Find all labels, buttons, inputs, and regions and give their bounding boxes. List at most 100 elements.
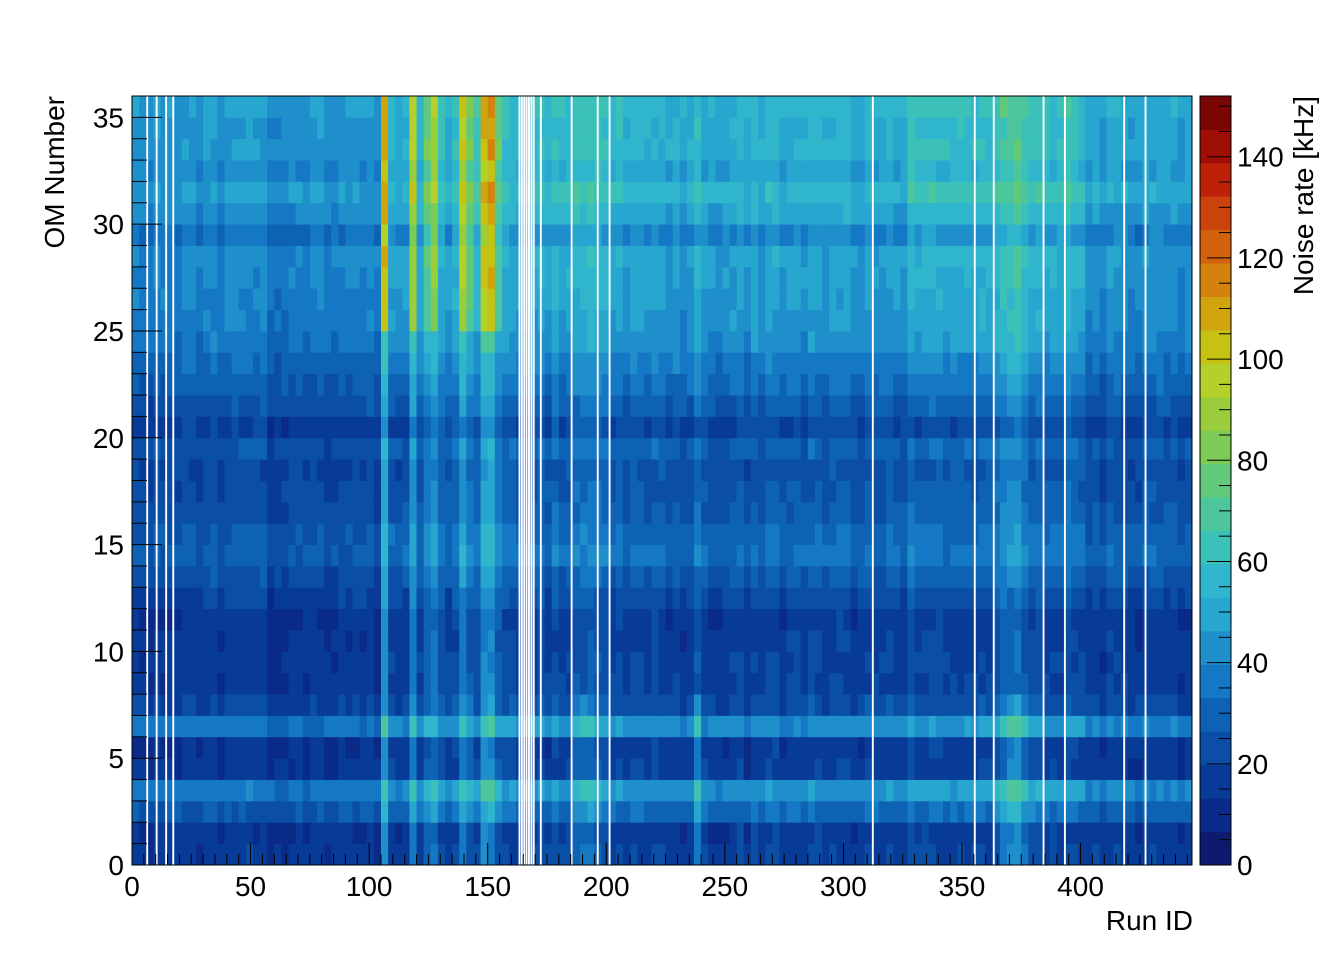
heatmap-cell: [309, 266, 318, 289]
heatmap-cell: [558, 694, 567, 716]
heatmap-cell: [494, 117, 503, 140]
heatmap-cell: [729, 181, 738, 204]
heatmap-cell: [608, 181, 617, 204]
heatmap-cell: [146, 501, 154, 524]
heatmap-cell: [423, 715, 432, 738]
heatmap-cell: [132, 373, 140, 396]
heatmap-cell: [814, 715, 823, 738]
heatmap-cell: [985, 758, 994, 780]
heatmap-cell: [1028, 352, 1036, 375]
heatmap-cell: [950, 309, 958, 332]
heatmap-cell: [807, 309, 816, 332]
heatmap-cell: [445, 266, 453, 289]
heatmap-cell: [637, 800, 645, 823]
heatmap-cell: [338, 779, 346, 802]
heatmap-cell: [743, 160, 752, 182]
heatmap-cell: [608, 651, 617, 674]
heatmap-cell: [999, 544, 1008, 567]
heatmap-cell: [637, 309, 645, 332]
heatmap-cell: [978, 160, 987, 182]
heatmap-cell: [672, 715, 681, 738]
heatmap-cell: [779, 395, 787, 417]
heatmap-cell: [992, 309, 1001, 332]
heatmap-cell: [950, 181, 958, 204]
heatmap-cell: [132, 309, 140, 332]
heatmap-cell: [203, 330, 211, 353]
heatmap-cell: [622, 587, 631, 610]
heatmap-cell: [886, 672, 894, 695]
heatmap-cell: [217, 160, 225, 182]
heatmap-cell: [565, 544, 574, 567]
heatmap-cell: [878, 480, 887, 503]
heatmap-cell: [245, 672, 254, 695]
heatmap-cell: [1078, 330, 1086, 353]
heatmap-cell: [1106, 758, 1115, 780]
heatmap-cell: [302, 630, 311, 652]
heatmap-cell: [800, 715, 809, 738]
heatmap-cell: [580, 416, 588, 439]
heatmap-cell: [316, 715, 325, 738]
heatmap-cell: [402, 523, 410, 545]
heatmap-cell: [430, 715, 439, 738]
heatmap-cell: [772, 202, 780, 225]
heatmap-cell: [1028, 758, 1036, 780]
heatmap-cell: [1085, 416, 1093, 439]
heatmap-cell: [551, 544, 560, 567]
heatmap-cell: [188, 309, 197, 332]
heatmap-cell: [359, 395, 368, 417]
heatmap-cell: [573, 694, 581, 716]
heatmap-cell: [622, 651, 631, 674]
heatmap-cell: [999, 480, 1008, 503]
heatmap-cell: [139, 843, 147, 866]
heatmap-cell: [274, 202, 282, 225]
heatmap-cell: [893, 181, 901, 204]
heatmap-cell: [758, 330, 766, 353]
heatmap-cell: [1028, 330, 1036, 353]
heatmap-cell: [829, 117, 837, 140]
heatmap-cell: [445, 245, 453, 268]
heatmap-cell: [750, 544, 759, 567]
heatmap-cell: [316, 416, 325, 439]
heatmap-cell: [658, 800, 666, 823]
heatmap-cell: [758, 395, 766, 417]
heatmap-cell: [146, 544, 154, 567]
heatmap-cell: [1042, 544, 1051, 567]
heatmap-cell: [558, 202, 567, 225]
heatmap-cell: [601, 330, 610, 353]
heatmap-cell: [658, 843, 666, 866]
heatmap-cell: [622, 373, 631, 396]
heatmap-cell: [886, 373, 894, 396]
heatmap-cell: [985, 352, 994, 375]
heatmap-cell: [608, 779, 617, 802]
heatmap-cell: [1063, 309, 1072, 332]
heatmap-cell: [274, 694, 282, 716]
heatmap-cell: [829, 181, 837, 204]
heatmap-cell: [1007, 224, 1015, 246]
heatmap-cell: [900, 501, 908, 524]
heatmap-cell: [729, 800, 738, 823]
heatmap-cell: [260, 800, 268, 823]
heatmap-cell: [800, 395, 809, 417]
heatmap-cell: [1056, 138, 1065, 161]
heatmap-cell: [814, 672, 823, 695]
heatmap-cell: [466, 373, 474, 396]
heatmap-cell: [267, 608, 275, 631]
heatmap-cell: [914, 758, 923, 780]
heatmap-cell: [786, 181, 795, 204]
heatmap-cell: [160, 694, 168, 716]
heatmap-cell: [943, 672, 951, 695]
heatmap-cell: [864, 309, 873, 332]
heatmap-cell: [786, 202, 795, 225]
heatmap-cell: [252, 501, 261, 524]
heatmap-cell: [1085, 459, 1093, 481]
heatmap-cell: [950, 651, 958, 674]
heatmap-cell: [886, 330, 894, 353]
heatmap-cell: [836, 779, 844, 802]
heatmap-cell: [252, 822, 261, 845]
heatmap-cell: [978, 437, 987, 460]
heatmap-cell: [914, 694, 923, 716]
heatmap-cell: [765, 630, 773, 652]
heatmap-cell: [957, 160, 965, 182]
heatmap-cell: [957, 181, 965, 204]
heatmap-cell: [1014, 544, 1022, 567]
